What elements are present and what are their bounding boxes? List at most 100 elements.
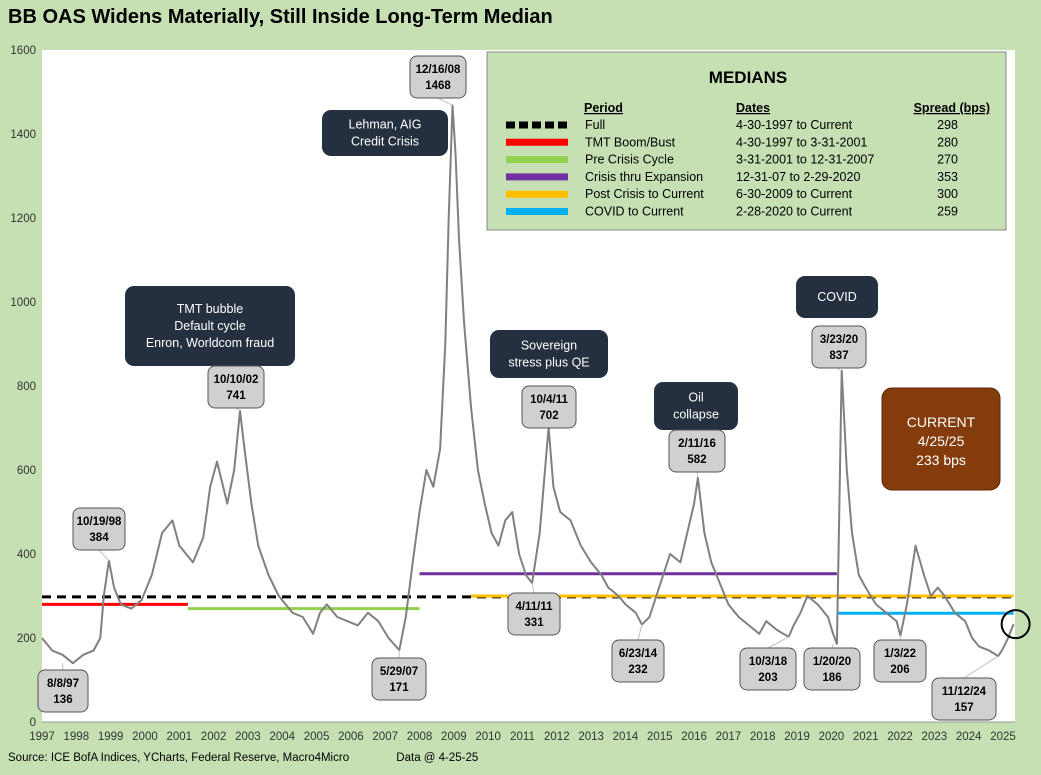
annotation-text: COVID (817, 290, 857, 304)
point-label-leader (531, 582, 535, 594)
medians-spread: 300 (937, 187, 958, 201)
point-label-value: 157 (954, 702, 973, 714)
point-label-value: 203 (758, 672, 777, 684)
point-label-date: 10/19/98 (77, 516, 122, 528)
annotation-text: stress plus QE (508, 356, 589, 370)
x-tick-label: 2006 (338, 731, 364, 743)
point-label-box (803, 647, 861, 691)
annotation-callout (490, 330, 608, 378)
point-label-value: 171 (389, 682, 409, 694)
annotation-text: Enron, Worldcom fraud (146, 336, 274, 350)
point-label-leader (98, 549, 110, 562)
point-label-date: 8/8/97 (47, 678, 79, 690)
x-tick-label: 1999 (98, 731, 124, 743)
annotation-text: Credit Crisis (351, 135, 419, 149)
point-label-date: 10/4/11 (530, 394, 568, 406)
y-tick-label: 800 (17, 381, 36, 393)
medians-col-dates: Dates (736, 101, 770, 115)
point-label-value: 186 (822, 672, 841, 684)
medians-period: Post Crisis to Current (585, 187, 704, 201)
point-label-leader (637, 624, 643, 641)
x-tick-label: 1998 (64, 731, 90, 743)
point-label-value: 741 (226, 390, 246, 402)
x-tick-label: 2011 (510, 731, 535, 743)
annotation-text: collapse (673, 408, 719, 422)
medians-period: TMT Boom/Bust (585, 135, 676, 149)
point-label-box (668, 429, 726, 473)
x-tick-label: 2025 (990, 731, 1016, 743)
y-tick-label: 1400 (10, 129, 36, 141)
x-tick-label: 2022 (887, 731, 913, 743)
x-tick-label: 2015 (647, 731, 673, 743)
footer: Source: ICE BofA Indices, YCharts, Feder… (8, 752, 478, 764)
chart-area: 0 200 400 600 800 1000 1200 1400 1600 1997 1998 199… (0, 38, 1041, 750)
medians-period: Pre Crisis Cycle (585, 153, 674, 167)
annotation-callout (654, 382, 738, 430)
x-tick-label: 2012 (544, 731, 570, 743)
point-label-value: 1468 (425, 80, 451, 92)
x-tick-label: 2018 (750, 731, 776, 743)
point-label-date: 6/23/14 (619, 648, 658, 660)
point-label-value: 206 (890, 664, 909, 676)
x-tick-label: 2004 (269, 731, 295, 743)
point-label-box (37, 669, 89, 713)
medians-dates: 3-31-2001 to 12-31-2007 (736, 153, 874, 167)
point-label-box (873, 639, 927, 683)
current-text: CURRENT (907, 414, 976, 430)
x-tick-label: 2019 (784, 731, 810, 743)
point-label-leader (437, 97, 453, 106)
point-label-value: 384 (89, 532, 109, 544)
y-tick-label: 200 (17, 633, 36, 645)
point-label-date: 10/3/18 (749, 656, 788, 668)
medians-title: MEDIANS (709, 68, 787, 87)
point-label-leader (767, 636, 790, 649)
medians-dates: 4-30-1997 to 3-31-2001 (736, 135, 867, 149)
point-label-value: 702 (539, 410, 558, 422)
point-label-value: 136 (53, 694, 72, 706)
data-date-note: Data @ 4-25-25 (396, 752, 479, 764)
medians-spread: 353 (937, 170, 958, 184)
y-tick-label: 400 (17, 549, 36, 561)
x-tick-label: 1997 (29, 731, 55, 743)
point-label-leader (831, 643, 834, 649)
medians-dates: 6-30-2009 to Current (736, 187, 853, 201)
point-label-box (72, 507, 126, 551)
source-note: Source: ICE BofA Indices, YCharts, Feder… (8, 752, 350, 764)
y-tick-label: 600 (17, 465, 36, 477)
chart-title: BB OAS Widens Materially, Still Inside L… (8, 6, 553, 28)
point-label-leader (696, 471, 699, 478)
annotation-callout (125, 286, 295, 366)
point-label-value: 331 (524, 617, 544, 629)
point-label-date: 11/12/24 (942, 686, 987, 698)
medians-spread: 259 (937, 205, 958, 219)
y-tick-label: 1000 (10, 297, 36, 309)
point-label-date: 5/29/07 (380, 666, 418, 678)
medians-col-spread: Spread (bps) (914, 101, 990, 115)
x-tick-label: 2003 (235, 731, 261, 743)
medians-spread: 270 (937, 153, 958, 167)
point-label-box (371, 657, 427, 701)
point-label-box (507, 592, 561, 636)
point-label-date: 2/11/16 (678, 438, 716, 450)
point-label-date: 4/11/11 (515, 601, 553, 613)
chart-svg: 0 200 400 600 800 1000 1200 1400 1600 1997 1998 199… (10, 45, 1031, 743)
point-label-box (409, 55, 467, 99)
x-tick-label: 2021 (853, 731, 879, 743)
x-tick-label: 2005 (304, 731, 330, 743)
current-text: 4/25/25 (918, 433, 965, 449)
current-text: 233 bps (916, 452, 966, 468)
annotation-text: TMT bubble (177, 302, 244, 316)
annotation-text: Lehman, AIG (349, 118, 422, 132)
medians-spread: 280 (937, 135, 958, 149)
point-label-box (811, 325, 867, 369)
x-tick-label: 2008 (407, 731, 433, 743)
x-tick-label: 2017 (716, 731, 742, 743)
medians-period: COVID to Current (585, 205, 684, 219)
x-tick-label: 2010 (475, 731, 501, 743)
x-tick-label: 2013 (578, 731, 604, 743)
medians-period: Crisis thru Expansion (585, 170, 703, 184)
point-label-date: 3/23/20 (820, 334, 858, 346)
medians-dates: 12-31-07 to 2-29-2020 (736, 170, 860, 184)
x-tick-label: 2016 (681, 731, 707, 743)
current-callout (881, 387, 1001, 491)
